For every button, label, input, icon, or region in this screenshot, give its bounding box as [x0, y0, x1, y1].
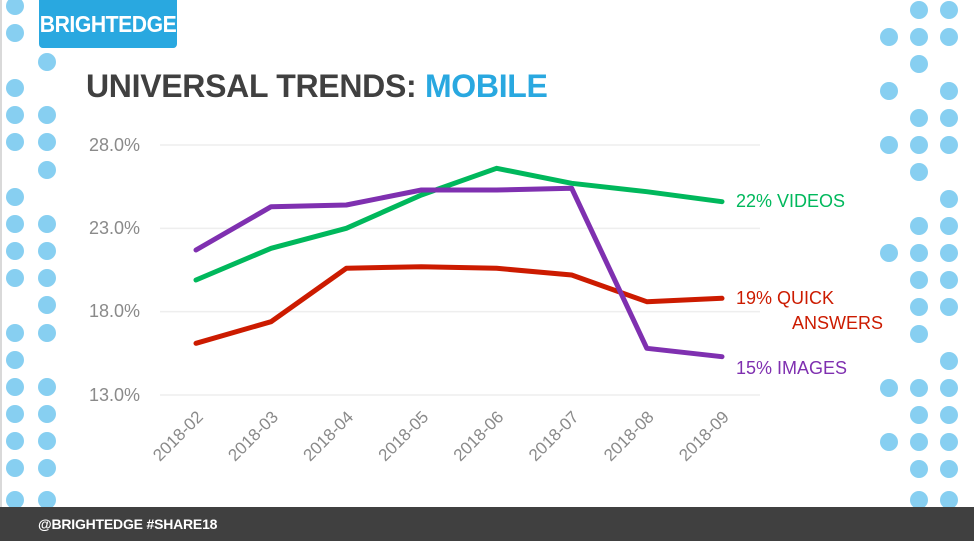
- brightedge-logo: BRIGHTEDGE: [39, 0, 177, 48]
- logo-text: BRIGHTEDGE: [39, 10, 177, 37]
- x-tick-label: 2018-05: [375, 407, 433, 465]
- series-label-quick-answers-line1: 19% QUICK: [736, 288, 835, 308]
- series-label-quick-answers-line2: ANSWERS: [792, 313, 884, 333]
- x-tick-label: 2018-06: [450, 407, 508, 465]
- x-axis-tick-labels: 2018-02 2018-03 2018-04 2018-05 2018-06 2018-…: [149, 407, 733, 465]
- line-chart: 2018-02 2018-03 2018-04 2018-05 2018-06 2018-…: [149, 144, 760, 465]
- series-line: [193, 185, 725, 360]
- slide-title: UNIVERSAL TRENDS: MOBILE: [86, 68, 548, 105]
- title-prefix: UNIVERSAL TRENDS:: [86, 68, 425, 104]
- series-label-videos: 22% VIDEOS: [736, 191, 846, 211]
- y-tick-label: 28.0%: [88, 135, 140, 155]
- chart-gridlines: [160, 144, 760, 396]
- x-tick-label: 2018-02: [149, 407, 207, 465]
- y-tick-label: 23.0%: [88, 218, 140, 238]
- chart-series-lines: [193, 165, 725, 360]
- x-tick-label: 2018-07: [525, 407, 583, 465]
- series-line: [193, 165, 725, 283]
- decorative-dot-pattern: [6, 0, 958, 507]
- title-accent: MOBILE: [424, 68, 548, 104]
- y-tick-label: 13.0%: [88, 385, 140, 405]
- footer-hashtag: @BRIGHTEDGE #SHARE18: [38, 516, 218, 532]
- slide-footer: @BRIGHTEDGE #SHARE18: [0, 507, 974, 541]
- x-tick-label: 2018-08: [600, 407, 658, 465]
- series-label-images: 15% IMAGES: [736, 358, 848, 378]
- x-tick-label: 2018-03: [224, 407, 282, 465]
- slide-left-border: [0, 0, 2, 507]
- y-tick-label: 18.0%: [88, 301, 140, 321]
- series-line: [193, 264, 725, 346]
- x-tick-label: 2018-09: [675, 407, 733, 465]
- x-tick-label: 2018-04: [300, 407, 358, 465]
